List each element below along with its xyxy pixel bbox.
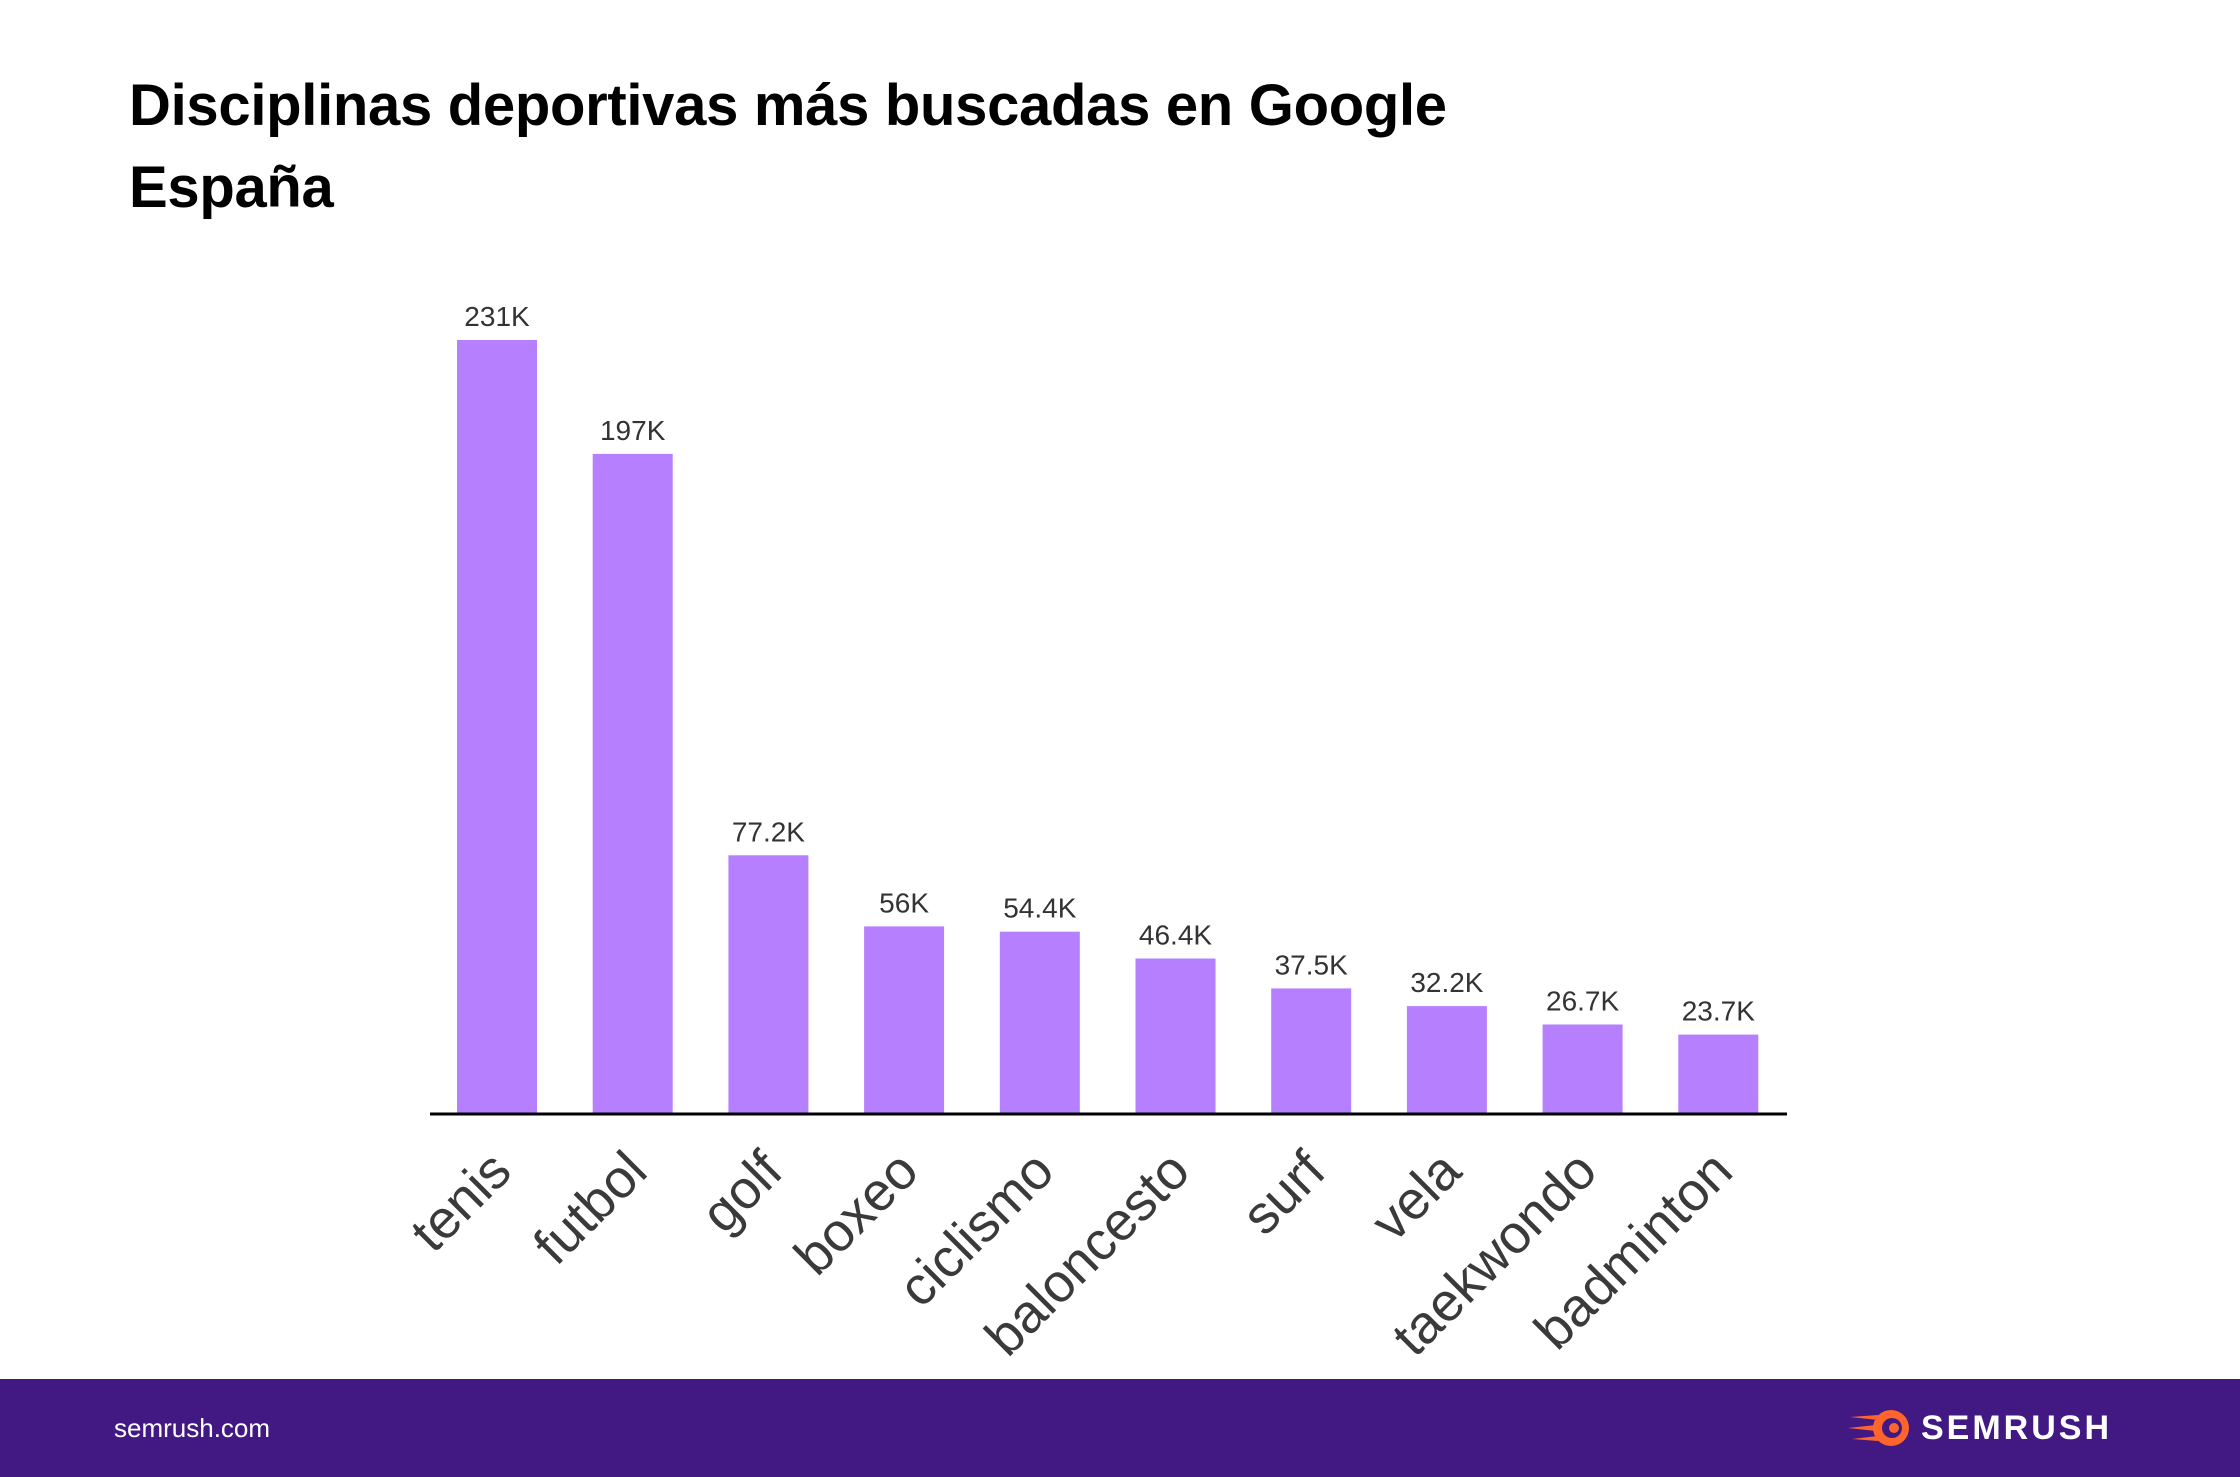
bar-tenis — [457, 340, 537, 1114]
bar-vela — [1406, 1006, 1487, 1114]
bar-surf — [1271, 988, 1352, 1114]
category-label-surf: surf — [1231, 1139, 1338, 1246]
bar-taekwondo — [1542, 1024, 1623, 1114]
bar-baloncesto — [1135, 958, 1216, 1114]
value-label-boxeo: 56K — [879, 887, 929, 918]
semrush-logo-text: SEMRUSH — [1921, 1409, 2113, 1447]
value-label-ciclismo: 54.4K — [1003, 893, 1076, 924]
category-label-tenis: tenis — [399, 1140, 522, 1263]
bar-chart: 231Ktenis197Kfutbol77.2Kgolf56Kboxeo54.4… — [399, 301, 1787, 1367]
value-label-baloncesto: 46.4K — [1139, 920, 1212, 951]
category-label-futbol: futbol — [522, 1140, 658, 1276]
value-label-taekwondo: 26.7K — [1546, 986, 1619, 1017]
value-label-vela: 32.2K — [1410, 967, 1483, 998]
value-label-tenis: 231K — [464, 301, 530, 332]
page-title: Disciplinas deportivas más buscadas en G… — [129, 73, 1447, 220]
semrush-fireball-icon — [1848, 1410, 1909, 1446]
value-label-badminton: 23.7K — [1682, 996, 1755, 1027]
category-label-golf: golf — [690, 1139, 795, 1244]
bar-ciclismo — [999, 931, 1080, 1114]
bar-badminton — [1678, 1034, 1759, 1114]
value-label-golf: 77.2K — [732, 816, 805, 847]
bar-boxeo — [864, 926, 945, 1114]
category-label-vela: vela — [1360, 1139, 1473, 1252]
footer-site-text: semrush.com — [114, 1413, 271, 1443]
bar-golf — [728, 855, 809, 1114]
value-label-surf: 37.5K — [1275, 949, 1348, 980]
footer: semrush.com SEMRUSH — [0, 1379, 2240, 1477]
bar-futbol — [592, 453, 673, 1114]
bars-group — [457, 340, 1759, 1114]
value-label-futbol: 197K — [600, 415, 666, 446]
